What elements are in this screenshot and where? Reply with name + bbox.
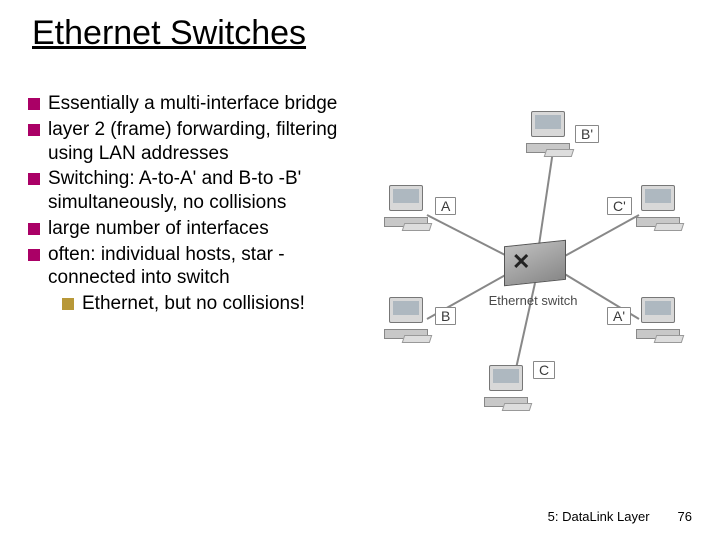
sub-bullet-text: Ethernet, but no collisions! [82,292,368,316]
bullet-marker-icon [28,98,40,110]
host-label-c-prime: C' [607,197,632,215]
host-label-a: A [435,197,456,215]
host-label-c: C [533,361,555,379]
bullet-item: layer 2 (frame) forwarding, filtering us… [28,118,368,166]
slide-footer: 5: DataLink Layer 76 [548,509,692,524]
bullet-text: often: individual hosts, star -connected… [48,243,368,291]
bullet-marker-icon [28,173,40,185]
spoke-line [427,215,509,257]
host-label-b: B [435,307,456,325]
host-b-prime-icon [525,111,577,157]
bullet-marker-icon [28,223,40,235]
footer-chapter: 5: DataLink Layer [548,509,650,524]
host-label-a-prime: A' [607,307,631,325]
footer-page: 76 [678,509,692,524]
host-label-b-prime: B' [575,125,599,143]
bullet-item: Essentially a multi-interface bridge [28,92,368,116]
bullet-text: layer 2 (frame) forwarding, filtering us… [48,118,368,166]
bullet-item: large number of interfaces [28,217,368,241]
switch-label: Ethernet switch [473,293,593,308]
bullet-text: Switching: A-to-A' and B-to -B' simultan… [48,167,368,215]
host-a-prime-icon [635,297,687,343]
bullet-marker-icon [28,124,40,136]
host-c-prime-icon [635,185,687,231]
spoke-line [563,215,639,257]
network-diagram: ✕ Ethernet switch A B C A' C' B' [375,105,695,425]
host-c-icon [483,365,535,411]
bullet-item: Switching: A-to-A' and B-to -B' simultan… [28,167,368,215]
bullet-list: Essentially a multi-interface bridge lay… [28,92,368,316]
switch-arrows-icon: ✕ [512,249,530,275]
sub-bullet-item: Ethernet, but no collisions! [62,292,368,316]
sub-bullet-marker-icon [62,298,74,310]
bullet-marker-icon [28,249,40,261]
bullet-text: Essentially a multi-interface bridge [48,92,368,116]
spoke-line [539,151,553,245]
bullet-item: often: individual hosts, star -connected… [28,243,368,291]
slide-title: Ethernet Switches [32,14,306,53]
host-a-icon [383,185,435,231]
host-b-icon [383,297,435,343]
bullet-text: large number of interfaces [48,217,368,241]
